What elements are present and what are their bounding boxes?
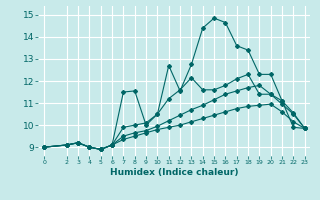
X-axis label: Humidex (Indice chaleur): Humidex (Indice chaleur) bbox=[110, 168, 239, 177]
